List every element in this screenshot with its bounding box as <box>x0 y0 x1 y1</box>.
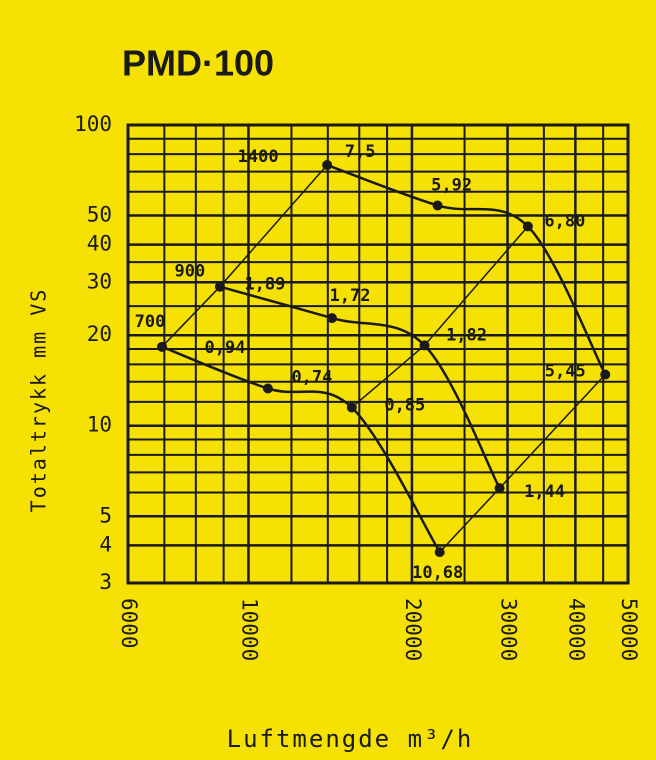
x-tick-label: 40000 <box>564 598 588 661</box>
y-tick-label: 3 <box>99 570 112 594</box>
data-point <box>434 547 445 558</box>
point-label: 700 <box>135 312 166 332</box>
y-tick-label: 20 <box>87 322 112 346</box>
x-tick-label: 6000 <box>117 598 141 649</box>
x-tick-label: 20000 <box>401 598 425 661</box>
point-label: 5,45 <box>545 362 586 382</box>
y-tick-label: 30 <box>87 269 112 293</box>
y-tick-label: 40 <box>87 232 112 256</box>
point-label: 10,68 <box>412 563 463 583</box>
point-label: 1,44 <box>524 482 565 502</box>
fan-curve <box>326 163 607 376</box>
x-tick-label: 50000 <box>617 598 641 661</box>
point-label: 1400 <box>238 147 279 167</box>
data-point <box>522 221 533 232</box>
chart-title: PMD·100 <box>122 43 274 84</box>
point-label: 900 <box>175 262 206 282</box>
x-tick-label: 30000 <box>497 598 521 661</box>
point-label: 5,92 <box>431 175 472 195</box>
y-tick-label: 100 <box>74 112 112 136</box>
data-point <box>214 281 225 292</box>
data-point <box>600 369 611 380</box>
fan-curve <box>219 285 501 489</box>
data-point <box>419 340 430 351</box>
data-point <box>432 200 443 211</box>
point-label: 1,89 <box>244 275 285 295</box>
fan-curve <box>161 345 441 553</box>
data-point <box>262 383 273 394</box>
point-label: 7,5 <box>345 142 376 162</box>
point-label: 0,74 <box>291 367 332 387</box>
y-tick-label: 5 <box>99 503 112 527</box>
data-point <box>156 341 167 352</box>
data-point <box>322 160 333 171</box>
x-tick-label: 10000 <box>237 598 261 661</box>
point-label: 6,80 <box>544 211 585 231</box>
point-label: 1,72 <box>330 286 371 306</box>
x-axis-label: Luftmengde m³/h <box>227 725 474 753</box>
data-point <box>346 402 357 413</box>
point-label: 0,85 <box>384 395 425 415</box>
y-tick-label: 50 <box>87 203 112 227</box>
data-point <box>494 483 505 494</box>
point-label: 1,82 <box>446 325 487 345</box>
y-tick-label: 4 <box>99 532 112 556</box>
point-label: 0,94 <box>205 338 246 358</box>
plot-frame <box>126 123 630 585</box>
data-point <box>326 313 337 324</box>
y-axis-label: Totaltrykk mm VS <box>27 288 51 513</box>
y-tick-label: 10 <box>87 413 112 437</box>
